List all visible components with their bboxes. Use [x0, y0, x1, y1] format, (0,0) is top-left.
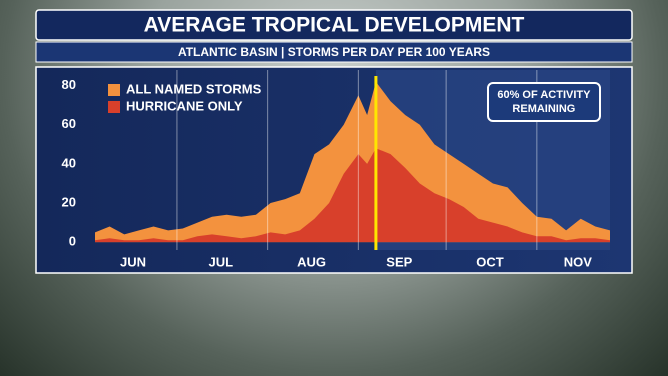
x-tick-label: AUG	[297, 254, 326, 269]
x-tick-label: OCT	[476, 254, 504, 269]
x-tick-label: JUN	[120, 254, 146, 269]
y-tick-label: 0	[69, 234, 76, 249]
legend-label: HURRICANE ONLY	[126, 98, 243, 113]
x-tick-label: NOV	[564, 254, 593, 269]
annotation-line: REMAINING	[512, 103, 576, 115]
annotation-line: 60% OF ACTIVITY	[497, 89, 591, 101]
legend-swatch	[108, 84, 120, 96]
chart-subtitle: ATLANTIC BASIN | STORMS PER DAY PER 100 …	[178, 45, 490, 59]
y-tick-label: 80	[62, 77, 76, 92]
chart-title: AVERAGE TROPICAL DEVELOPMENT	[144, 14, 525, 37]
x-tick-label: JUL	[209, 254, 234, 269]
legend-swatch	[108, 101, 120, 113]
annotation: 60% OF ACTIVITY REMAINING	[486, 82, 601, 122]
y-tick-label: 20	[62, 194, 76, 209]
title-bar	[35, 9, 633, 41]
legend-label: ALL NAMED STORMS	[126, 81, 262, 96]
area	[95, 148, 610, 243]
y-tick-label: 60	[62, 116, 76, 131]
y-tick-label: 40	[62, 155, 76, 170]
x-tick-label: SEP	[386, 254, 412, 269]
subtitle-bar	[35, 41, 633, 63]
